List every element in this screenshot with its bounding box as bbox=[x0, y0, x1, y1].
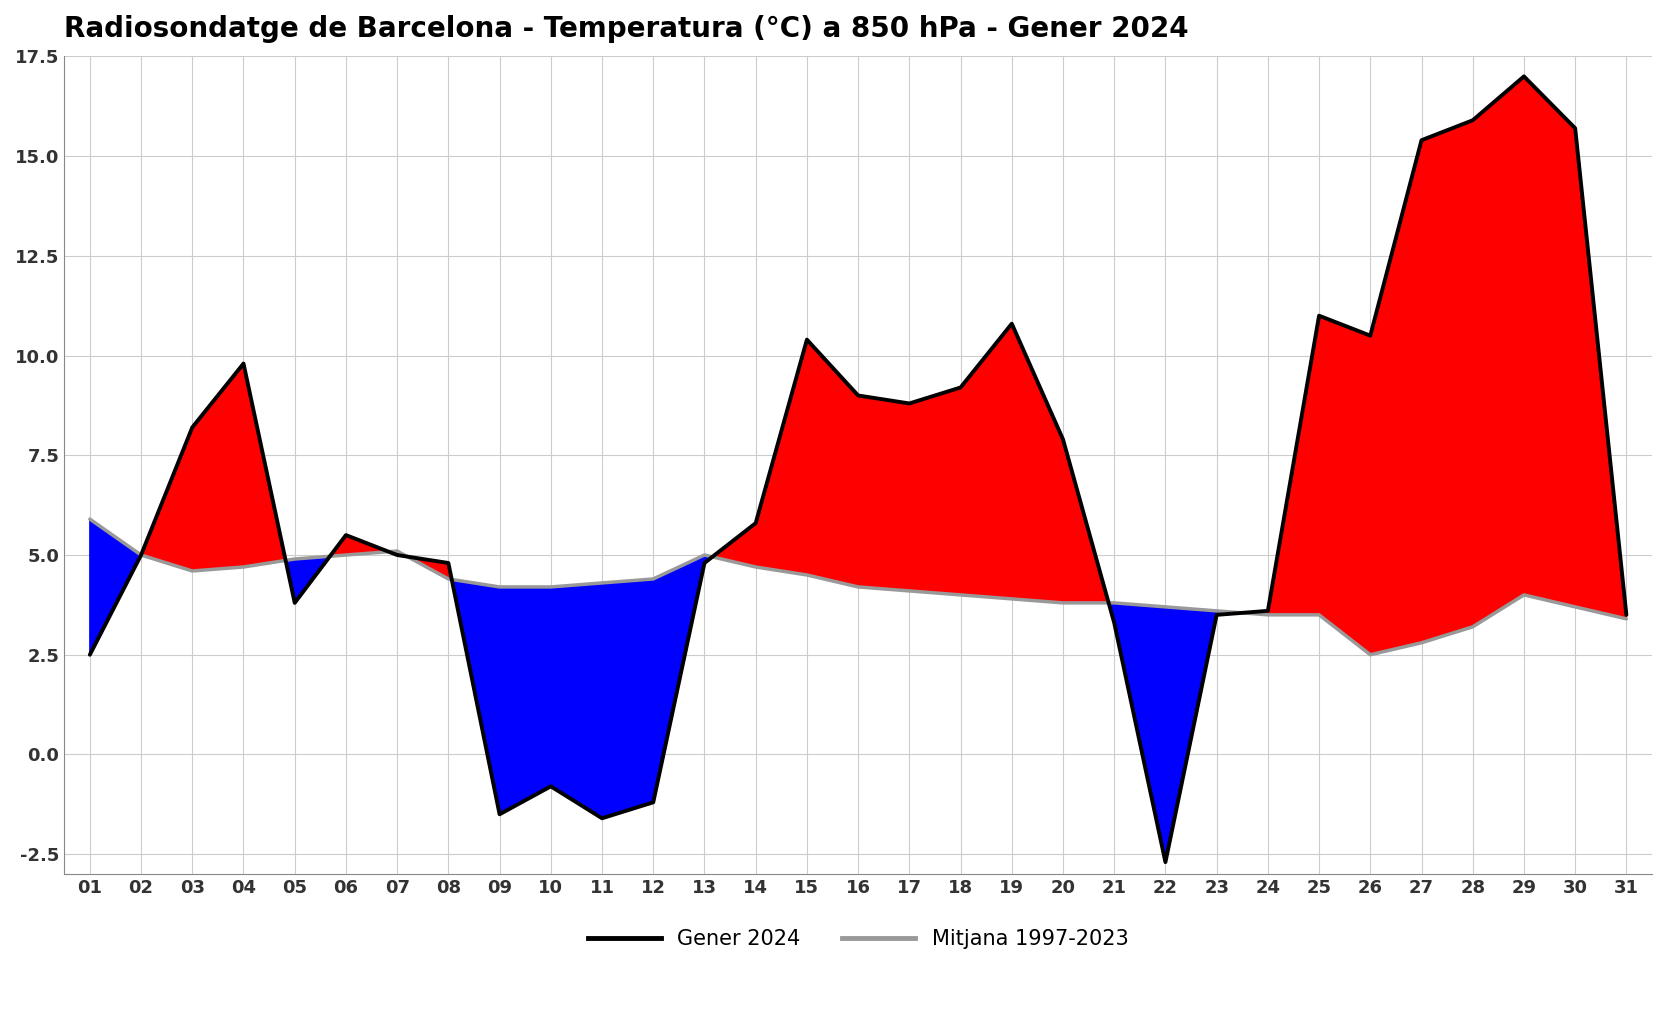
Text: Radiosondatge de Barcelona - Temperatura (°C) a 850 hPa - Gener 2024: Radiosondatge de Barcelona - Temperatura… bbox=[65, 15, 1189, 43]
Legend: Gener 2024, Mitjana 1997-2023: Gener 2024, Mitjana 1997-2023 bbox=[580, 922, 1137, 958]
